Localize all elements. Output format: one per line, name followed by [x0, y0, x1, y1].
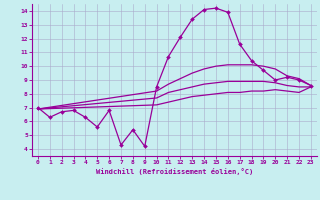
X-axis label: Windchill (Refroidissement éolien,°C): Windchill (Refroidissement éolien,°C)	[96, 168, 253, 175]
